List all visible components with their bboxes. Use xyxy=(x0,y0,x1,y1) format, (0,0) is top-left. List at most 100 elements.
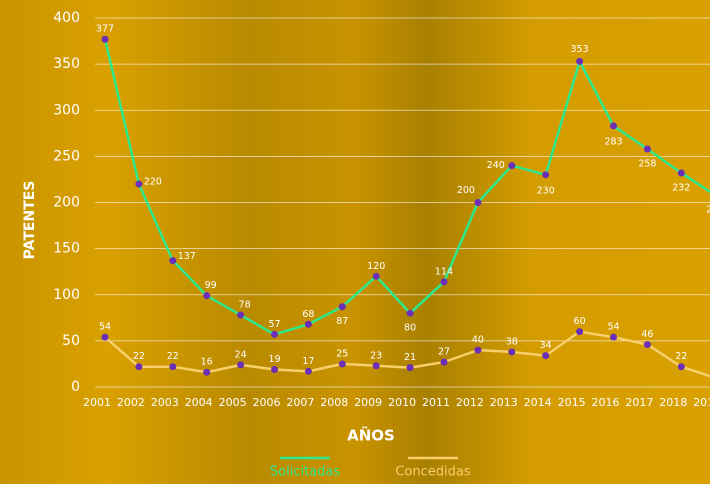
value-label: 22 xyxy=(675,351,687,362)
y-tick-label: 200 xyxy=(53,195,80,211)
background xyxy=(0,0,710,484)
point xyxy=(339,360,346,367)
value-label: 220 xyxy=(144,177,162,188)
value-label: 46 xyxy=(641,329,653,340)
value-label: 137 xyxy=(178,251,196,262)
value-label: 208 xyxy=(706,205,710,216)
point xyxy=(102,36,109,43)
point xyxy=(203,292,210,299)
value-label: 120 xyxy=(367,261,385,272)
x-tick-label: 2009 xyxy=(354,396,382,409)
point xyxy=(678,169,685,176)
point xyxy=(339,303,346,310)
point xyxy=(644,341,651,348)
value-label: 353 xyxy=(571,44,589,55)
x-tick-label: 2003 xyxy=(151,396,179,409)
x-tick-label: 2018 xyxy=(659,396,687,409)
x-tick-label: 2014 xyxy=(524,396,552,409)
x-tick-label: 2016 xyxy=(592,396,620,409)
value-label: 78 xyxy=(239,300,251,311)
point xyxy=(169,363,176,370)
x-tick-label: 2019 xyxy=(693,396,710,409)
y-tick-label: 300 xyxy=(53,102,80,118)
value-label: 99 xyxy=(205,280,217,291)
point xyxy=(474,199,481,206)
y-tick-label: 50 xyxy=(62,333,80,349)
value-label: 87 xyxy=(336,316,348,327)
value-label: 60 xyxy=(574,316,586,327)
value-label: 240 xyxy=(487,160,505,171)
point xyxy=(135,181,142,188)
value-label: 22 xyxy=(167,351,179,362)
point xyxy=(407,364,414,371)
point xyxy=(305,321,312,328)
chart: PATENTES AÑOS 0 50 100 150 200 250 300 350 400 20… xyxy=(0,0,710,484)
point xyxy=(610,334,617,341)
point xyxy=(135,363,142,370)
point xyxy=(237,361,244,368)
point xyxy=(441,359,448,366)
x-tick-label: 2007 xyxy=(286,396,314,409)
value-label: 283 xyxy=(604,136,622,147)
legend-label: Concedidas xyxy=(395,465,470,480)
x-tick-label: 2015 xyxy=(558,396,586,409)
y-tick-label: 0 xyxy=(71,379,80,395)
point xyxy=(508,348,515,355)
point xyxy=(203,369,210,376)
y-axis-label: PATENTES xyxy=(22,181,38,260)
value-label: 230 xyxy=(537,185,555,196)
point xyxy=(610,122,617,129)
value-label: 21 xyxy=(404,352,416,363)
value-label: 19 xyxy=(268,354,280,365)
x-axis-label: AÑOS xyxy=(347,426,395,445)
y-tick-label: 400 xyxy=(53,10,80,26)
value-label: 54 xyxy=(607,322,619,333)
value-label: 258 xyxy=(638,158,656,169)
x-tick-label: 2012 xyxy=(456,396,484,409)
value-label: 80 xyxy=(404,323,416,334)
value-label: 25 xyxy=(336,348,348,359)
value-label: 54 xyxy=(99,322,111,333)
x-tick-label: 2004 xyxy=(185,396,213,409)
y-tick-label: 150 xyxy=(53,241,80,257)
point xyxy=(237,312,244,319)
value-label: 38 xyxy=(506,336,518,347)
point xyxy=(542,171,549,178)
y-tick-label: 100 xyxy=(53,287,80,303)
x-tick-label: 2006 xyxy=(253,396,281,409)
value-label: 16 xyxy=(201,357,213,368)
x-tick-label: 2005 xyxy=(219,396,247,409)
legend-label: Solicitadas xyxy=(270,465,340,480)
x-tick-label: 2008 xyxy=(320,396,348,409)
point xyxy=(102,334,109,341)
x-tick-label: 2011 xyxy=(422,396,450,409)
x-tick-label: 2002 xyxy=(117,396,145,409)
value-label: 34 xyxy=(540,340,552,351)
point xyxy=(508,162,515,169)
point xyxy=(644,145,651,152)
value-label: 377 xyxy=(96,24,114,35)
point xyxy=(576,58,583,65)
value-label: 232 xyxy=(672,182,690,193)
value-label: 200 xyxy=(457,185,475,196)
y-tick-label: 350 xyxy=(53,56,80,72)
point xyxy=(407,310,414,317)
value-label: 24 xyxy=(235,349,247,360)
y-tick-label: 250 xyxy=(53,148,80,164)
point xyxy=(271,366,278,373)
value-label: 68 xyxy=(302,309,314,320)
point xyxy=(271,331,278,338)
value-label: 23 xyxy=(370,350,382,361)
point xyxy=(169,257,176,264)
x-tick-label: 2017 xyxy=(625,396,653,409)
value-label: 57 xyxy=(268,319,280,330)
point xyxy=(542,352,549,359)
x-tick-label: 2013 xyxy=(490,396,518,409)
point xyxy=(576,328,583,335)
point xyxy=(441,278,448,285)
value-label: 27 xyxy=(438,347,450,358)
x-tick-label: 2001 xyxy=(83,396,111,409)
point xyxy=(678,363,685,370)
value-label: 17 xyxy=(302,356,314,367)
value-label: 40 xyxy=(472,335,484,346)
